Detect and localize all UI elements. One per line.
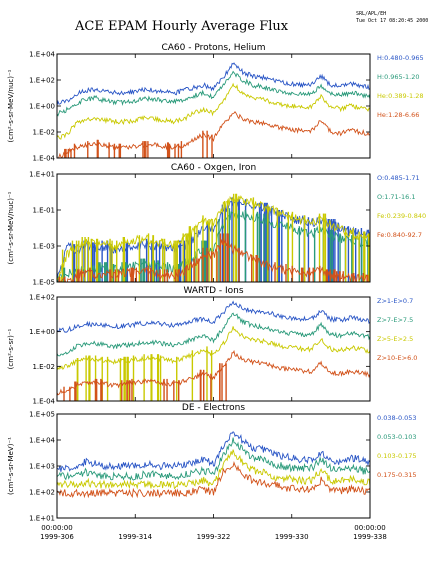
plot-frame — [56, 296, 371, 402]
legend-entry-1: 0.038-0.053 — [377, 414, 417, 422]
x-tick-label-date: 1999-338 — [353, 533, 387, 541]
y-tick-label: 1.E+02 — [29, 294, 55, 302]
legend-entry-3: 0.103-0.175 — [377, 452, 417, 460]
y-tick-label: 1.E-02 — [32, 363, 55, 371]
plot-area — [57, 431, 370, 499]
series-line-3 — [57, 326, 370, 371]
x-tick-label-date: 1999-330 — [275, 533, 309, 541]
series-line-2 — [57, 211, 370, 282]
plot-area — [57, 300, 370, 401]
legend-entry-4: 0.175-0.315 — [377, 471, 417, 479]
series-line-4 — [57, 111, 370, 158]
legend-entry-1: O:0.485-1.71 — [377, 174, 420, 182]
y-tick-label: 1.E+05 — [29, 411, 55, 419]
x-tick-label-date: 1999-322 — [197, 533, 231, 541]
series-line-1 — [57, 300, 370, 333]
series-line-2 — [57, 70, 370, 117]
series-line-4 — [57, 461, 370, 499]
y-tick-label: 1.E+00 — [29, 328, 55, 336]
y-axis-label: (cm²-s-sr-MeV/nuc)⁻¹ — [7, 69, 15, 142]
panel-title: WARTD - Ions — [183, 286, 243, 296]
panel-title: CA60 - Oxgen, Iron — [171, 163, 256, 173]
series-line-4 — [57, 349, 370, 396]
y-tick-label: 1.E-02 — [32, 129, 55, 137]
y-tick-label: 1.E+00 — [29, 103, 55, 111]
panel-2: CA60 - Oxgen, Iron (cm²-s-sr-MeV/nuc)⁻¹ O:… — [7, 163, 426, 287]
series-line-4 — [58, 236, 369, 282]
series-line-2 — [57, 312, 370, 357]
series-line-1 — [57, 431, 370, 472]
y-tick-label: 1.E-03 — [32, 243, 55, 251]
legend-entry-3: Z>5-E>2.5 — [377, 335, 413, 343]
legend-entry-4: He:1.28-6.66 — [377, 111, 419, 119]
series-line-3 — [57, 82, 370, 140]
x-tick-label-time: 00:00:00 — [41, 524, 72, 532]
legend-entry-2: O:1.71-16.1 — [377, 193, 415, 201]
legend-entry-1: Z>1-E>0.7 — [377, 297, 413, 305]
y-tick-label: 1.E-05 — [32, 279, 55, 287]
legend-entry-2: Z>7-E>7.5 — [377, 316, 413, 324]
panel-4: DE - Electrons (cm²-s-sr-MeV)⁻¹ 0.038-0.05… — [7, 403, 417, 523]
stamp-line-1: SRL/APL/EH — [356, 11, 386, 17]
x-tick-label-date: 1999-314 — [118, 533, 152, 541]
plot-area — [57, 193, 370, 282]
y-tick-label: 1.E+04 — [29, 437, 55, 445]
y-axis-label: (cm²-s-sr)⁻¹ — [7, 328, 15, 369]
y-tick-label: 1.E+02 — [29, 489, 55, 497]
y-tick-label: 1.E+04 — [29, 51, 55, 59]
legend-entry-1: H:0.480-0.965 — [377, 54, 424, 62]
panel-1: CA60 - Protons, Helium (cm²-s-sr-MeV/nuc)… — [7, 43, 424, 163]
panel-title: CA60 - Protons, Helium — [161, 43, 265, 53]
plot-area — [57, 62, 370, 158]
legend-entry-4: Fe:0.840-92.7 — [377, 231, 422, 239]
legend-entry-2: H:0.965-1.20 — [377, 73, 420, 81]
legend-entry-4: Z>10-E>6.0 — [377, 354, 417, 362]
y-tick-label: 1.E+01 — [29, 171, 55, 179]
series-line-1 — [57, 62, 370, 106]
y-axis-label: (cm²-s-sr-MeV/nuc)⁻¹ — [7, 191, 15, 264]
series-line-3 — [57, 195, 370, 281]
x-tick-label-date: 1999-306 — [40, 533, 74, 541]
y-tick-label: 1.E-04 — [32, 398, 55, 406]
y-tick-label: 1.E-04 — [32, 155, 55, 163]
series-line-2 — [57, 437, 370, 481]
stamp-line-2: Tue Oct 17 08:20:45 2000 — [356, 18, 428, 24]
y-tick-label: 1.E+01 — [29, 515, 55, 523]
x-tick-label-time: 00:00:00 — [354, 524, 385, 532]
y-axis-label: (cm²-s-sr-MeV)⁻¹ — [7, 437, 15, 495]
y-tick-label: 1.E+03 — [29, 463, 55, 471]
figure-title: ACE EPAM Hourly Average Flux — [74, 19, 289, 34]
panel-title: DE - Electrons — [182, 403, 246, 413]
panel-3: WARTD - Ions (cm²-s-sr)⁻¹ Z>1-E>0.7 Z>7-E>7… — [7, 286, 417, 406]
series-line-3 — [57, 449, 370, 490]
y-tick-label: 1.E+02 — [29, 77, 55, 85]
y-tick-label: 1.E-01 — [32, 207, 55, 215]
legend-entry-3: Fe:0.239-0.840 — [377, 212, 426, 220]
legend-entry-2: 0.053-0.103 — [377, 433, 417, 441]
legend-entry-3: He:0.389-1.28 — [377, 92, 424, 100]
